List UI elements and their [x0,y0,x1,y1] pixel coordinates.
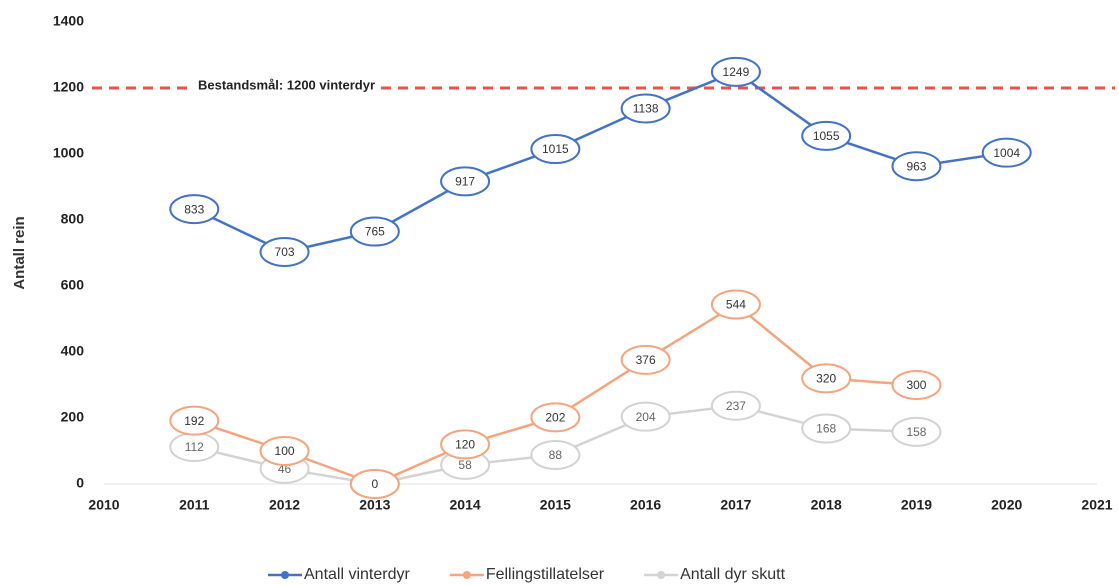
data-label-marker [801,120,852,151]
x-tick-label: 2017 [720,497,751,513]
x-tick-label: 2015 [540,497,571,513]
y-tick-label: 200 [61,409,85,425]
data-label: 1138 [633,102,659,116]
x-tick-label: 2018 [811,497,842,513]
y-tick-label: 800 [61,211,85,227]
legend-label: Antall vinterdyr [304,566,410,583]
data-label: 204 [636,410,656,424]
data-label-marker [620,93,671,124]
x-tick-label: 2019 [901,497,932,513]
data-label-marker [801,413,852,444]
data-label: 1055 [813,129,840,143]
y-tick-label: 0 [76,475,84,491]
data-label-marker [710,289,761,320]
data-label: 1004 [993,146,1020,160]
data-label: 544 [726,298,746,312]
data-label: 917 [455,175,475,189]
x-tick-label: 2012 [269,497,300,513]
y-tick-label: 1000 [53,145,84,161]
data-label-marker [710,390,761,421]
data-label-marker [349,216,400,247]
data-label-marker [440,166,491,197]
data-label: 112 [185,440,204,454]
data-label: 100 [275,444,295,458]
data-label: 88 [549,448,563,462]
data-label-marker [620,401,671,432]
data-label: 765 [365,225,385,239]
y-axis-label: Antall rein [11,216,28,289]
data-label-marker [981,137,1032,168]
y-tick-label: 400 [61,343,85,359]
data-label: 158 [906,425,926,439]
data-label: 58 [458,458,472,472]
data-label-marker [349,469,400,499]
data-label-marker [259,436,310,466]
data-label-marker [891,416,942,447]
legend-label: Fellingstillatelser [486,566,605,583]
legend-swatch-dot [462,571,471,579]
legend-swatch-dot [281,571,289,579]
data-label: 1015 [542,142,569,156]
x-tick-label: 2016 [630,497,661,513]
data-label: 192 [184,414,204,428]
data-label: 120 [455,438,475,452]
x-tick-label: 2011 [179,497,210,513]
y-tick-label: 1200 [53,79,84,95]
reference-label: Bestandsmål: 1200 vinterdyr [198,77,375,92]
legend: Antall vinterdyr Fellingstillatelser Antal… [268,566,786,583]
data-label-marker [169,405,220,436]
data-label-marker [801,363,852,394]
reference-label-bg [192,82,382,94]
data-label-marker [710,56,761,87]
y-tick-label: 600 [61,277,85,293]
data-label-marker [620,344,671,375]
data-label: 703 [275,245,295,259]
data-label: 237 [726,399,746,413]
legend-swatch-dot [657,571,666,579]
x-tick-label: 2010 [88,497,119,513]
data-label: 320 [816,372,836,386]
y-tick-label: 1400 [53,13,84,29]
data-label-marker [530,134,581,165]
data-label: 202 [545,411,565,425]
data-label: 0 [371,477,378,491]
data-label-marker [891,370,942,400]
legend-label: Antall dyr skutt [680,566,785,583]
data-label: 168 [816,422,836,436]
data-label-marker [530,439,581,470]
x-tick-label: 2014 [450,497,481,513]
x-tick-label: 2013 [359,497,390,513]
x-tick-label: 2021 [1081,497,1112,513]
data-label: 1249 [723,65,750,79]
series-line [193,70,1007,254]
data-label-marker [891,151,942,182]
data-label-marker [169,194,220,225]
data-label: 300 [906,378,926,392]
x-tick-label: 2020 [991,497,1022,513]
data-label: 833 [184,202,204,216]
data-label-marker [440,429,491,460]
data-label: 376 [636,353,656,367]
data-label-marker [530,402,581,433]
data-label: 963 [906,159,926,173]
data-label-marker [259,237,310,268]
